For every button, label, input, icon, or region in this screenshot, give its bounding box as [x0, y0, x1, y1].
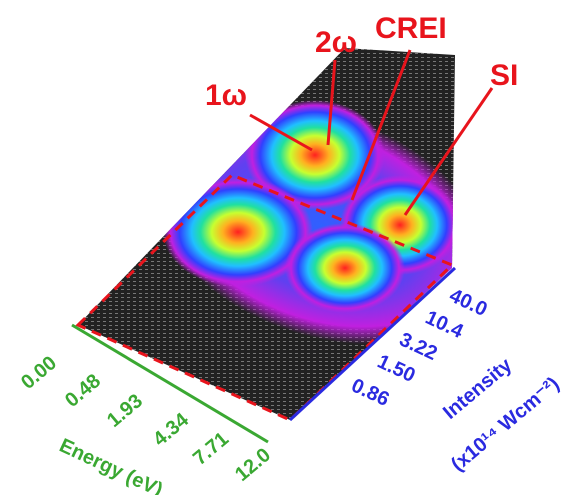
tick-label: 0.48	[61, 370, 105, 412]
heatmap	[72, 48, 522, 442]
tick-label: 1.93	[103, 390, 147, 432]
tick-label: 10.4	[422, 307, 467, 344]
tick-label: 4.34	[149, 408, 194, 450]
tick-label: 7.71	[189, 428, 233, 470]
tick-label: 0.86	[348, 375, 393, 411]
figure: 1ω 2ω CREI SI 0.00 0.48 1.93 4.34 7.71 1…	[0, 0, 586, 495]
annotation: SI	[490, 59, 518, 92]
annotation: CREI	[375, 12, 447, 45]
tick-label: 12.0	[231, 444, 275, 486]
tick-label: 0.00	[17, 352, 61, 394]
axis-title: Energy (eV)	[56, 435, 166, 495]
annotation: 1ω	[205, 79, 247, 112]
annotation: 2ω	[315, 26, 357, 59]
tick-label: 1.50	[374, 351, 419, 387]
